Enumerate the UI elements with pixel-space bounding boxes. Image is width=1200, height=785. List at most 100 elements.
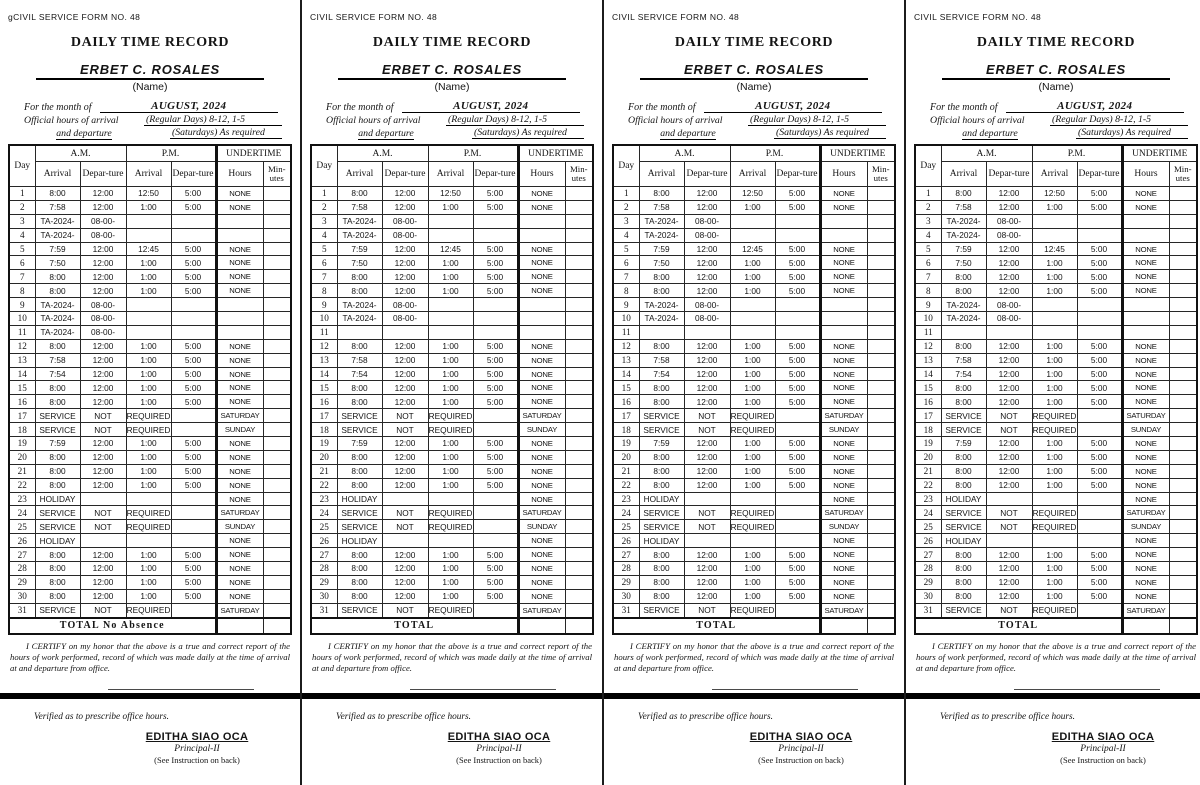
cell-am-arrival: 8:00 (940, 269, 987, 285)
cell-pm-arrival: 1:00 (1031, 394, 1078, 410)
cell-pm-arrival: 1:00 (729, 463, 776, 479)
cell-pm-departure (1076, 324, 1123, 340)
signatory-name: EDITHA SIAO OCA (145, 730, 249, 743)
cell-undertime-hours: SUNDAY (516, 519, 566, 535)
cell-undertime-minutes (1168, 477, 1198, 493)
cell-day: 4 (612, 227, 640, 243)
cell-undertime-hours: NONE (516, 547, 566, 563)
day-row: 21 8:00 12:00 1:00 5:00 NONE (612, 463, 896, 479)
cell-undertime-minutes (866, 227, 896, 243)
departure-row: and departure (Saturdays) As required (24, 127, 282, 140)
signature-line (410, 688, 556, 690)
cell-pm-departure: 5:00 (170, 477, 217, 493)
cell-undertime-hours: NONE (214, 366, 264, 382)
cell-am-departure: 12:00 (79, 436, 127, 451)
day-row: 24 SERVICE NOT REQUIRED SATURDAY (612, 505, 896, 521)
cell-pm-arrival: 1:00 (427, 255, 474, 271)
cell-pm-departure: 5:00 (1076, 269, 1123, 285)
cell-undertime-hours: SATURDAY (1120, 505, 1170, 521)
cell-pm-arrival (427, 297, 474, 313)
cell-pm-arrival: 1:00 (1031, 269, 1078, 285)
cell-undertime-hours: NONE (818, 283, 868, 299)
cell-undertime-minutes (262, 588, 292, 604)
cell-day: 27 (914, 547, 942, 563)
cell-pm-departure (170, 602, 217, 619)
cell-undertime-hours: NONE (818, 352, 868, 368)
cell-day: 31 (8, 602, 36, 619)
cell-am-arrival: SERVICE (638, 422, 685, 438)
cell-pm-departure (472, 422, 519, 438)
day-row: 19 7:59 12:00 1:00 5:00 NONE (310, 436, 594, 451)
cell-undertime-minutes (1168, 533, 1198, 549)
cell-pm-departure: 5:00 (170, 255, 217, 271)
day-row: 2 7:58 12:00 1:00 5:00 NONE (8, 199, 292, 215)
saturdays-value: (Saturdays) As required (774, 127, 886, 139)
cell-pm-departure (170, 422, 217, 438)
cell-undertime-hours (1120, 311, 1170, 326)
cell-undertime-hours: SATURDAY (1120, 408, 1170, 424)
day-row: 5 7:59 12:00 12:45 5:00 NONE (914, 241, 1198, 257)
day-row: 15 8:00 12:00 1:00 5:00 NONE (8, 380, 292, 396)
cell-pm-arrival (427, 227, 474, 243)
cell-am-arrival: 8:00 (638, 547, 685, 563)
cell-pm-departure (774, 533, 821, 549)
cell-undertime-hours (1120, 213, 1170, 229)
divider-bar (0, 692, 300, 699)
cell-am-arrival: SERVICE (336, 519, 383, 535)
day-row: 10 TA-2024- 08-00- (612, 311, 896, 326)
day-row: 10 TA-2024- 08-00- (310, 311, 594, 326)
cell-pm-departure: 5:00 (774, 366, 821, 382)
cell-day: 4 (310, 227, 338, 243)
cell-pm-arrival: 1:00 (427, 283, 474, 299)
cell-am-departure: 12:00 (683, 561, 731, 576)
cell-am-arrival: 8:00 (940, 477, 987, 493)
cell-pm-departure (472, 408, 519, 424)
day-row: 23 HOLIDAY NONE (8, 491, 292, 507)
cell-am-departure: NOT (79, 422, 127, 438)
cell-am-arrival: 8:00 (638, 463, 685, 479)
cell-am-arrival: HOLIDAY (34, 491, 81, 507)
cell-am-departure: 08-00- (683, 311, 731, 326)
cell-undertime-hours (214, 324, 264, 340)
cell-am-departure: 12:00 (683, 352, 731, 368)
instruction-note: (See Instruction on back) (1060, 754, 1146, 765)
cell-am-arrival: 8:00 (940, 547, 987, 563)
dtr-table: Day A.M. P.M. UNDERTIME Arrival Depar-tu… (310, 144, 594, 635)
col-am-arrival-header: Arrival (940, 161, 987, 187)
cell-am-departure: 12:00 (985, 477, 1033, 493)
cell-am-departure: NOT (79, 408, 127, 424)
day-row: 15 8:00 12:00 1:00 5:00 NONE (914, 380, 1198, 396)
form-number: CIVIL SERVICE FORM NO. 48 (612, 12, 740, 22)
cell-am-arrival: HOLIDAY (336, 533, 383, 549)
cell-day: 24 (914, 505, 942, 521)
cell-am-arrival: 7:58 (336, 352, 383, 368)
cell-pm-arrival: REQUIRED (729, 519, 776, 535)
cell-am-arrival: TA-2024- (34, 311, 81, 326)
cell-undertime-hours: NONE (818, 477, 868, 493)
day-row: 9 TA-2024- 08-00- (914, 297, 1198, 313)
cell-pm-arrival: 1:00 (125, 269, 172, 285)
cell-undertime-minutes (866, 574, 896, 590)
day-row: 6 7:50 12:00 1:00 5:00 NONE (8, 255, 292, 271)
day-row: 15 8:00 12:00 1:00 5:00 NONE (310, 380, 594, 396)
cell-pm-departure (774, 324, 821, 340)
cell-undertime-minutes (866, 311, 896, 326)
cell-am-arrival (336, 324, 383, 340)
month-value: AUGUST, 2024 (401, 100, 580, 113)
day-row: 20 8:00 12:00 1:00 5:00 NONE (8, 449, 292, 465)
cell-undertime-hours: NONE (1120, 561, 1170, 576)
day-row: 3 TA-2024- 08-00- (914, 213, 1198, 229)
cell-pm-departure (170, 324, 217, 340)
cell-undertime-minutes (564, 463, 594, 479)
cell-am-arrival: 8:00 (940, 449, 987, 465)
cell-undertime-hours: NONE (1120, 380, 1170, 396)
month-value: AUGUST, 2024 (99, 100, 278, 113)
cell-am-arrival: 7:59 (940, 241, 987, 257)
day-row: 21 8:00 12:00 1:00 5:00 NONE (310, 463, 594, 479)
cell-undertime-hours: NONE (818, 491, 868, 507)
cell-undertime-hours: SUNDAY (214, 422, 264, 438)
cell-undertime-minutes (262, 533, 292, 549)
cell-am-arrival: 8:00 (34, 561, 81, 576)
cell-am-arrival: 8:00 (940, 283, 987, 299)
cell-pm-arrival: REQUIRED (125, 505, 172, 521)
